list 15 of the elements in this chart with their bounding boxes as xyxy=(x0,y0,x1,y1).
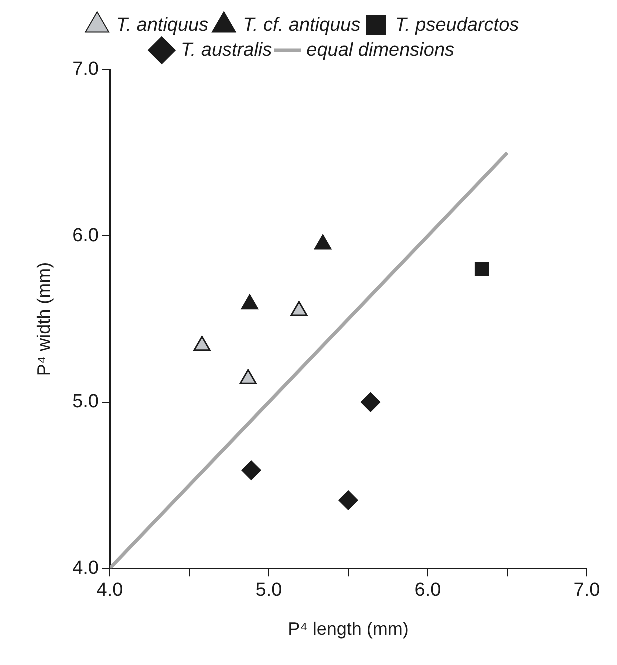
legend-label: T. cf. antiquus xyxy=(243,14,362,36)
x-tick-label: 5.0 xyxy=(256,580,282,602)
legend-label: T. australis xyxy=(180,40,273,61)
legend-label: T. antiquus xyxy=(116,14,210,36)
y-tick-label: 5.0 xyxy=(72,392,100,413)
x-tick-label: 6.0 xyxy=(414,580,442,602)
x-tick-label: 4.0 xyxy=(96,580,124,602)
x-axis-title: P⁴ length (mm) xyxy=(288,619,409,640)
y-tick-label: 6.0 xyxy=(72,225,100,246)
x-tick-label: 7.0 xyxy=(574,580,600,602)
y-axis-title: P⁴ width (mm) xyxy=(34,262,54,376)
y-tick-label: 4.0 xyxy=(72,558,100,579)
y-tick-label: 7.0 xyxy=(72,59,100,80)
legend-label: T. pseudarctos xyxy=(395,14,520,36)
legend-label: equal dimensions xyxy=(306,40,456,61)
